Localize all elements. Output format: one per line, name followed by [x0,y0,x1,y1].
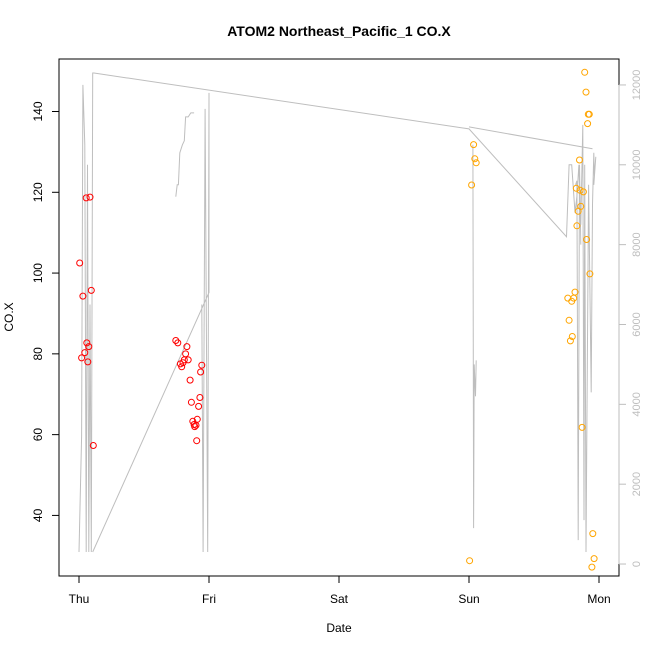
data-point [193,437,201,445]
data-point [466,557,474,565]
data-point [195,402,203,410]
data-point [579,188,587,196]
data-point [89,442,97,449]
data-point [82,194,90,202]
data-point [187,398,195,406]
y-axis-label: CO.X [2,302,16,331]
data-point [182,350,190,358]
data-point [583,236,591,243]
y-axis-left: 40 60 80 100 120 140 [31,101,60,522]
data-point [578,423,586,431]
series-line [175,112,195,197]
data-point [588,563,596,571]
y2-tick-label: 12000 [631,70,643,101]
data-point [83,339,91,347]
data-point [589,530,597,538]
data-point [571,288,579,296]
y2-tick-label: 6000 [631,312,643,336]
x-tick-label: Thu [69,592,90,606]
data-point [174,339,182,347]
data-point [197,368,205,376]
x-tick-label: Sun [458,592,479,606]
data-point [572,184,580,192]
data-point [79,292,87,300]
data-point [178,363,186,371]
data-point [191,423,199,431]
y2-tick-label: 2000 [631,472,643,496]
data-point [86,193,94,201]
data-point [198,361,206,369]
y2-tick-label: 0 [631,561,643,567]
data-point [85,343,93,351]
x-axis-label: Date [326,621,352,635]
y-tick-label: 100 [31,263,45,283]
data-point [590,555,598,563]
series-line [468,126,593,150]
x-tick-label: Fri [202,592,216,606]
chart-title: ATOM2 Northeast_Pacific_1 CO.X [227,23,451,39]
data-point [472,159,480,167]
data-point [196,394,204,401]
data-point [81,349,89,357]
data-point [582,88,590,96]
data-point [585,110,593,118]
data-point [76,259,84,267]
y-tick-label: 120 [31,182,45,202]
y-tick-label: 80 [31,347,45,361]
data-point [568,333,576,340]
series-line [472,144,477,529]
data-point [471,155,479,163]
data-point [576,156,583,164]
data-points [76,68,598,571]
x-axis: Thu Fri Sat Sun Mon [69,575,611,606]
data-point [565,316,573,324]
series-line [575,164,582,541]
x-tick-label: Sat [330,592,349,606]
data-point [78,354,86,362]
x-tick-label: Mon [587,592,610,606]
data-point [586,270,594,278]
data-point [193,415,201,423]
data-point [87,286,95,294]
y2-tick-label: 4000 [631,392,643,416]
data-point [577,202,585,210]
data-point [184,356,192,364]
y-tick-label: 140 [31,101,45,121]
y-tick-label: 60 [31,428,45,442]
data-point [468,181,476,189]
data-point [581,68,589,76]
data-point [470,141,478,149]
y-tick-label: 40 [31,508,45,522]
data-point [186,376,194,384]
data-point [573,222,581,230]
y2-tick-label: 10000 [631,149,643,180]
data-point [576,186,584,194]
y-axis-right: 0 2000 4000 6000 8000 10000 12000 [618,70,643,567]
data-point [584,120,592,128]
y2-tick-label: 8000 [631,232,643,256]
data-point [84,358,92,366]
data-point [183,343,191,351]
data-point [566,337,574,345]
series-line [92,92,210,553]
